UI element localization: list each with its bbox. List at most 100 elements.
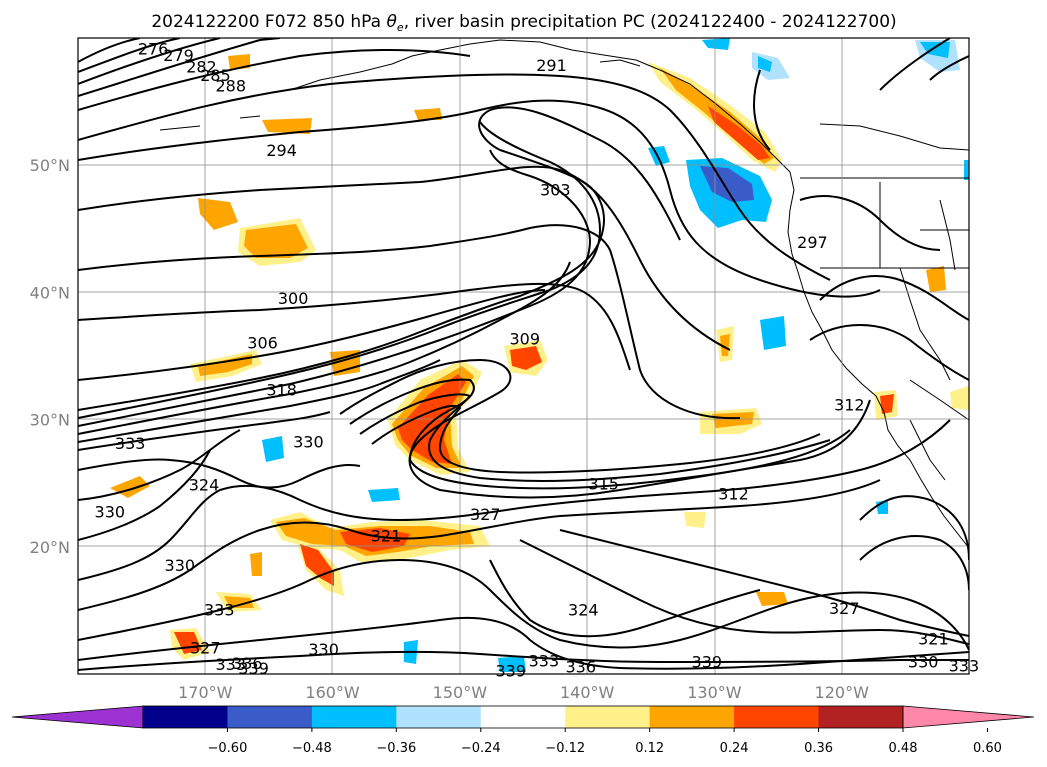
- longitude-tick-labels: 170°W 160°W 150°W 140°W 130°W 120°W: [178, 683, 869, 702]
- lat-tick-label: 50°N: [30, 156, 70, 175]
- colorbar-segment: [649, 706, 735, 728]
- precip-positive-area: [756, 592, 788, 606]
- coastlines: [159, 39, 969, 549]
- contour-label: 324: [189, 476, 220, 495]
- precip-negative-area: [498, 656, 526, 672]
- contour-label: 312: [718, 485, 749, 504]
- colorbar-segment: [143, 706, 228, 728]
- contour-label: 303: [540, 181, 571, 200]
- contour-label: 288: [215, 76, 246, 95]
- contour-label: 339: [495, 661, 526, 680]
- lat-tick-label: 40°N: [30, 283, 70, 302]
- precip-negative-area: [262, 436, 284, 462]
- map-border: [77, 37, 970, 675]
- contour-label: 291: [536, 56, 567, 75]
- contour-label: 297: [797, 233, 828, 252]
- contour-label: 276: [138, 39, 169, 58]
- lon-tick-label: 170°W: [178, 683, 233, 702]
- colorbar-segment: [480, 706, 566, 728]
- precip-positive-area: [262, 118, 312, 134]
- contour-label: 333: [949, 656, 980, 675]
- precip-positive-area: [950, 386, 969, 410]
- contour-label: 327: [470, 505, 501, 524]
- colorbar-segment: [734, 706, 820, 728]
- contour-label: 306: [247, 333, 278, 352]
- contour-label: 336: [232, 654, 263, 673]
- contour-label: 309: [509, 329, 540, 348]
- precip-negative-area: [368, 488, 400, 502]
- colorbar-tick-label: 0.60: [973, 741, 1002, 756]
- contour-label: 321: [371, 527, 402, 546]
- contour-label: 282: [186, 57, 217, 76]
- precip-positive-area: [414, 108, 442, 120]
- colorbar-tick-label: 0.48: [889, 741, 918, 756]
- lat-tick-label: 20°N: [30, 538, 70, 557]
- precip-positive-area: [684, 512, 706, 528]
- colorbar-segment: [311, 706, 397, 728]
- contour-label: 279: [163, 46, 194, 65]
- lon-tick-label: 150°W: [433, 683, 488, 702]
- colorbar-tick-label: 0.12: [635, 741, 664, 756]
- precip-positive-area: [300, 544, 334, 586]
- colorbar-extend-high: [902, 705, 1035, 729]
- latitude-tick-labels: 50°N 40°N 30°N 20°N: [30, 156, 70, 557]
- contour-label: 333: [529, 651, 560, 670]
- map-content: [78, 38, 969, 674]
- precip-negative-area: [758, 56, 772, 72]
- precip-negative-area: [760, 316, 786, 350]
- precip-positive-area: [250, 552, 262, 576]
- contour-label: 330: [308, 640, 339, 659]
- contour-label: 336: [566, 658, 597, 677]
- colorbar-segment: [227, 706, 313, 728]
- lon-tick-label: 160°W: [305, 683, 360, 702]
- contour-label: 321: [918, 630, 949, 649]
- figure-title: 2024122200 F072 850 hPa θe, river basin …: [151, 12, 896, 34]
- contour-label: 318: [266, 380, 297, 399]
- colorbar-tick-label: 0.24: [720, 741, 749, 756]
- colorbar-tick-label: 0.36: [804, 741, 833, 756]
- precip-negative-area: [648, 146, 670, 166]
- precip-positive-area: [198, 198, 238, 230]
- precip-positive-area: [224, 596, 254, 608]
- precip-positive-area: [880, 394, 894, 414]
- lon-tick-label: 140°W: [560, 683, 615, 702]
- lon-tick-label: 130°W: [687, 683, 742, 702]
- precip-shading: [110, 38, 969, 672]
- precip-positive-area: [330, 350, 360, 376]
- precip-negative-area: [920, 42, 950, 58]
- precip-positive-area: [174, 632, 202, 654]
- colorbar-tick-label: −0.60: [208, 741, 248, 756]
- colorbar: −0.60 −0.48 −0.36 −0.24 −0.12 0.12 0.24 0.36 0.4…: [11, 705, 1035, 756]
- contour-label: 285: [200, 66, 231, 85]
- contour-label: 300: [278, 289, 309, 308]
- contour-label: 330: [165, 556, 196, 575]
- colorbar-tick-label: −0.36: [376, 741, 416, 756]
- lon-tick-label: 120°W: [815, 683, 870, 702]
- precip-positive-area: [244, 224, 308, 258]
- contour-label: 324: [568, 600, 599, 619]
- contour-label: 312: [834, 396, 865, 415]
- contour-label: 339: [238, 659, 269, 678]
- colorbar-extend-low: [11, 705, 144, 729]
- contour-label: 330: [95, 502, 126, 521]
- colorbar-segment: [565, 706, 651, 728]
- contour-label: 327: [829, 599, 860, 618]
- contour-label: 333: [215, 655, 246, 674]
- colorbar-tick-label: −0.24: [461, 741, 501, 756]
- contour-label: 327: [190, 639, 221, 658]
- contour-label: 294: [266, 141, 297, 160]
- precip-positive-area: [510, 346, 542, 370]
- colorbar-segment: [818, 706, 904, 728]
- lat-tick-label: 30°N: [30, 411, 70, 430]
- contour-label: 339: [692, 653, 723, 672]
- precip-positive-area: [712, 412, 754, 428]
- precip-negative-area: [700, 166, 754, 202]
- colorbar-tick-label: −0.48: [292, 741, 332, 756]
- contour-label: 330: [293, 432, 324, 451]
- theta-e-contours: [78, 38, 969, 671]
- precip-positive-area: [926, 266, 946, 292]
- contour-label: 333: [204, 600, 235, 619]
- contour-label: 315: [588, 474, 619, 493]
